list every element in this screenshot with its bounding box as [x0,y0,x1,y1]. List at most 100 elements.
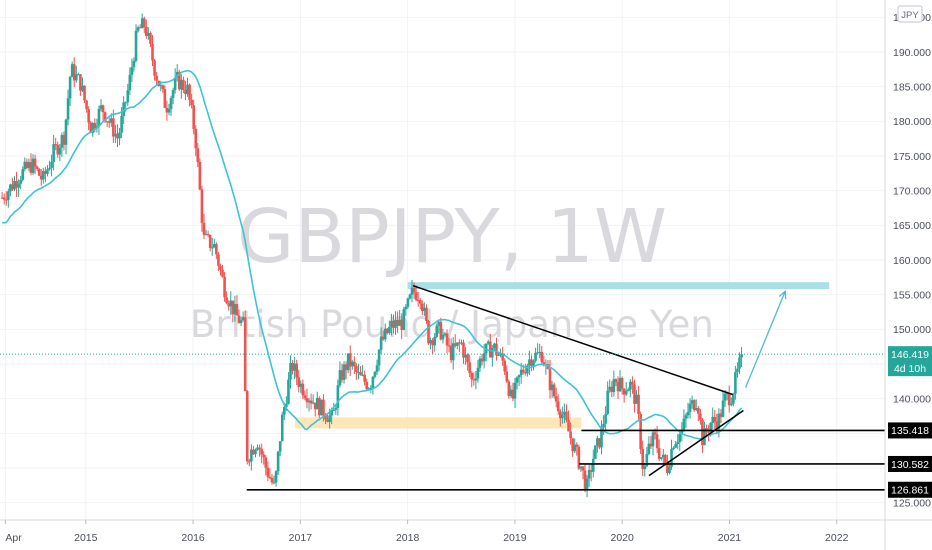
candle-body [707,431,710,433]
candle-body [676,442,680,445]
candle-body [381,336,385,340]
candle-body [711,416,715,424]
candle-body [596,438,599,446]
candle-body [175,71,179,78]
candle-body [493,343,496,348]
candle-body [313,402,317,410]
candle-body [315,398,319,410]
price-tick-label: 140.000 [893,393,931,405]
trendline [412,284,733,396]
candle-body [219,265,222,270]
candle-body [77,74,80,76]
candle-body [361,374,364,376]
candle-body [433,336,436,346]
candle-body [171,89,175,98]
time-tick-label: 2022 [825,532,849,544]
candle-body [215,243,218,255]
candle-body [589,469,593,472]
candle-body [379,336,383,350]
candle-body [229,300,233,307]
candle-body [89,122,93,133]
candle-body [587,469,591,479]
candle-body [350,361,354,367]
current-price-box [888,346,932,377]
candle-body [637,394,640,414]
candle-body [93,122,97,129]
candle-body [709,423,712,433]
candle-body [530,359,533,366]
candle-body [470,373,474,380]
candle-body [377,349,381,366]
candle-body [439,321,443,340]
current-price-label: 146.419 [891,349,929,361]
candle-body [649,443,653,447]
candle-body [474,378,478,381]
candle-body [153,60,156,76]
candle-body [373,371,377,377]
candle-body [666,462,669,474]
candle-body [81,85,84,91]
candle-body [723,393,727,401]
time-tick-label: 2020 [611,532,635,544]
candle-body [385,328,389,334]
candle-body [330,410,333,416]
candle-body [359,371,362,376]
candle-body [400,319,404,330]
candle-body [252,449,255,455]
currency-button[interactable]: JPY [897,5,923,23]
candle-body [536,352,539,354]
drawings-layer [0,284,885,491]
candle-body [35,166,39,169]
price-tick-label: 180.000 [893,116,931,128]
candle-body [72,64,76,81]
price-tick-label: 185.000 [893,81,931,93]
candle-body [159,85,163,87]
candle-body [561,414,564,419]
candle-body [509,389,513,397]
candle-body [690,400,694,404]
candle-body [602,423,605,428]
candle-body [91,122,95,133]
candle-body [418,300,422,304]
candle-body [472,379,476,381]
candle-body [11,184,14,190]
candle-body [227,303,231,307]
candle-body [429,340,432,344]
candle-body [196,148,200,163]
candle-body [606,390,609,415]
candle-body [643,466,647,470]
candle-body [70,64,74,77]
candle-body [641,449,644,470]
price-axis: 125.000130.000135.000140.000145.000150.0… [884,0,932,550]
candle-body [624,391,628,395]
candle-body [701,419,704,446]
candle-body [293,363,296,371]
candle-body [600,427,603,448]
candle-body [466,354,469,363]
candle-body [346,353,350,371]
candle-body [163,89,167,108]
candle-body [103,112,107,122]
candle-body [425,307,428,322]
candle-body [388,326,391,334]
candle-body [353,361,356,367]
candle-body [608,386,612,391]
candle-body [427,321,430,344]
candle-body [515,377,519,383]
time-tick-label: 2019 [503,532,527,544]
candle-body [27,162,31,168]
candle-body [507,381,511,397]
candle-body [604,414,607,424]
level-label: 135.418 [891,425,929,437]
candle-body [736,368,739,373]
candle-body [295,363,298,378]
candle-body [423,307,426,311]
price-tick-label: 170.000 [893,185,931,197]
candle-body [538,351,542,353]
candle-body [614,379,618,383]
candle-body [672,447,675,450]
candle-body [410,287,414,295]
candle-body [668,467,671,474]
